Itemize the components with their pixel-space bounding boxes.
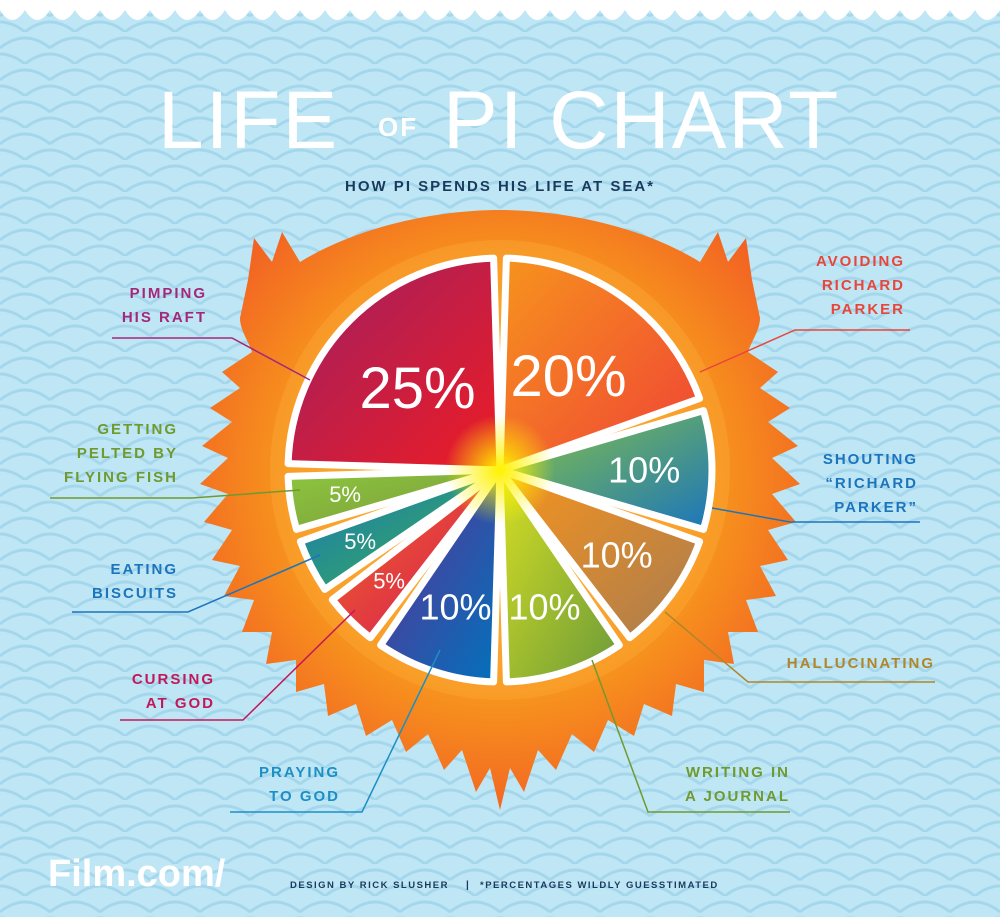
pie-chart: 20%10%10%10%10%5%5%5%25% xyxy=(284,254,716,686)
title-life: LIFE xyxy=(158,75,339,166)
title-of: OF xyxy=(378,112,418,142)
callout-label: PIMPING xyxy=(130,285,207,302)
pie-slice-4 xyxy=(496,466,623,686)
callout-label: EATING xyxy=(110,561,178,578)
pie-slice-3 xyxy=(496,466,704,642)
callout-label: PARKER” xyxy=(834,499,918,516)
callout-label: CURSING xyxy=(132,671,215,688)
slice-percent-label: 5% xyxy=(373,569,405,594)
title-pi-chart: PI CHART xyxy=(443,75,840,166)
pie-slice-9 xyxy=(284,254,504,474)
slice-percent-label: 10% xyxy=(608,450,680,491)
callout-label: PELTED BY xyxy=(77,445,178,462)
callout-label: TO GOD xyxy=(269,788,340,805)
top-scallop-edge xyxy=(0,0,1000,20)
footer-credit: DESIGN BY RICK SLUSHER xyxy=(290,880,449,891)
slice-percent-label: 10% xyxy=(419,587,491,628)
callout-leader-line xyxy=(591,659,790,813)
pie-slice-2 xyxy=(496,407,716,533)
pie-slice-1 xyxy=(496,254,704,474)
callout-label: A JOURNAL xyxy=(685,788,790,805)
callout-leader-line xyxy=(112,337,311,381)
subtitle: HOW PI SPENDS HIS LIFE AT SEA* xyxy=(345,178,655,195)
pie-slice-6 xyxy=(328,466,504,642)
callout-label: HIS RAFT xyxy=(122,309,207,326)
callout-label: PRAYING xyxy=(259,764,340,781)
callout-label: “RICHARD xyxy=(825,475,918,492)
callout-label: SHOUTING xyxy=(823,451,918,468)
callout-leader-line xyxy=(699,329,910,373)
slice-percent-label: 5% xyxy=(344,529,376,554)
callout-leader-line xyxy=(711,507,920,523)
slice-percent-label: 25% xyxy=(360,356,476,421)
pie-slice-5 xyxy=(377,466,504,686)
callout-label: RICHARD xyxy=(822,277,905,294)
callout-label: HALLUCINATING xyxy=(787,655,935,672)
callout-leader-line xyxy=(120,609,356,721)
pie-center-glow xyxy=(445,415,555,525)
pie-slice-8 xyxy=(284,466,504,533)
callout-label: BISCUITS xyxy=(92,585,178,602)
callout-label: FLYING FISH xyxy=(64,469,178,486)
callouts: AVOIDING RICHARD PARKER SHOUTING “RICHARD PAR… xyxy=(50,253,935,813)
callout-leader-line xyxy=(50,489,301,499)
callout-label: PARKER xyxy=(831,301,905,318)
slice-percent-label: 10% xyxy=(508,587,580,628)
footer-note: *PERCENTAGES WILDLY GUESSTIMATED xyxy=(480,880,719,891)
film-logo: Film.com/ xyxy=(48,853,226,895)
footer-separator: | xyxy=(466,880,469,891)
slice-percent-label: 10% xyxy=(581,534,653,575)
callout-leader-line xyxy=(664,611,935,683)
callout-label: GETTING xyxy=(97,421,178,438)
callout-leader-line xyxy=(230,649,441,813)
callout-label: AT GOD xyxy=(146,695,215,712)
pie-slice-7 xyxy=(296,466,504,593)
slice-percent-label: 20% xyxy=(510,344,626,409)
callout-label: WRITING IN xyxy=(686,764,790,781)
slice-percent-label: 5% xyxy=(329,482,361,507)
callout-leader-line xyxy=(72,554,321,613)
callout-label: AVOIDING xyxy=(816,253,905,270)
